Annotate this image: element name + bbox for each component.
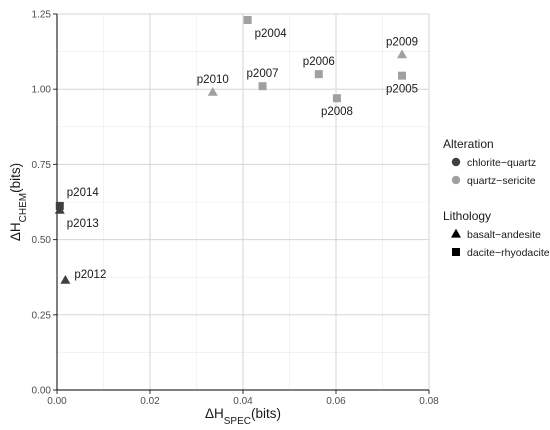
- data-point-p2014: [55, 201, 64, 210]
- y-tick-label: 1.00: [32, 85, 52, 96]
- point-label-p2012: p2012: [74, 269, 106, 281]
- y-tick-label: 0.00: [32, 386, 52, 397]
- x-tick-label: 0.06: [326, 396, 346, 407]
- legend-key-quartz-sericite: [451, 175, 461, 185]
- legend-label-basalt-andesite: basalt−andesite: [467, 229, 541, 241]
- point-label-p2008: p2008: [321, 106, 353, 118]
- x-tick-label: 0.08: [419, 396, 439, 407]
- data-point-p2007: [258, 82, 267, 91]
- data-point-p2005: [398, 71, 407, 80]
- x-tick-label: 0.00: [47, 396, 67, 407]
- point-label-p2004: p2004: [255, 28, 288, 40]
- data-point-p2006: [314, 70, 323, 79]
- x-tick-label: 0.02: [140, 396, 160, 407]
- y-axis-title: ΔHCHEM(bits): [8, 163, 29, 241]
- legend-label-quartz-sericite: quartz−sericite: [467, 175, 536, 187]
- point-label-p2013: p2013: [67, 218, 99, 230]
- x-tick-label: 0.04: [233, 396, 253, 407]
- data-point-p2008: [332, 94, 341, 103]
- y-tick-label: 0.25: [32, 310, 52, 321]
- legend-key-basalt-andesite: [451, 228, 461, 238]
- y-tick-label: 0.50: [32, 235, 52, 246]
- point-label-p2014: p2014: [67, 187, 100, 199]
- legend-title-0: Alteration: [443, 137, 494, 151]
- legend: Alteration chlorite−quartz quartz−sericite…: [443, 137, 550, 259]
- plot-area: 0.00 0.02 0.04 0.06 0.08 0.00 0.25 0.50 0.75 1.00…: [32, 10, 440, 408]
- point-label-p2009: p2009: [386, 37, 418, 49]
- legend-key-chlorite-quartz: [451, 157, 461, 167]
- data-point-p2012: [60, 275, 71, 284]
- legend-title-1: Lithology: [443, 209, 491, 223]
- data-point-p2010: [207, 87, 218, 96]
- point-label-p2006: p2006: [303, 56, 335, 68]
- point-label-p2010: p2010: [197, 74, 229, 86]
- legend-label-dacite-rhyodacite: dacite−rhyodacite: [467, 247, 550, 259]
- data-point-p2009: [397, 49, 408, 59]
- point-label-p2005: p2005: [386, 84, 418, 96]
- legend-label-chlorite-quartz: chlorite−quartz: [467, 157, 536, 169]
- data-point-p2004: [243, 16, 252, 25]
- y-tick-label: 1.25: [32, 10, 52, 21]
- legend-key-dacite-rhyodacite: [452, 248, 460, 256]
- x-axis-title: ΔHSPEC(bits): [205, 406, 281, 427]
- point-label-p2007: p2007: [247, 68, 279, 80]
- y-tick-label: 0.75: [32, 160, 52, 171]
